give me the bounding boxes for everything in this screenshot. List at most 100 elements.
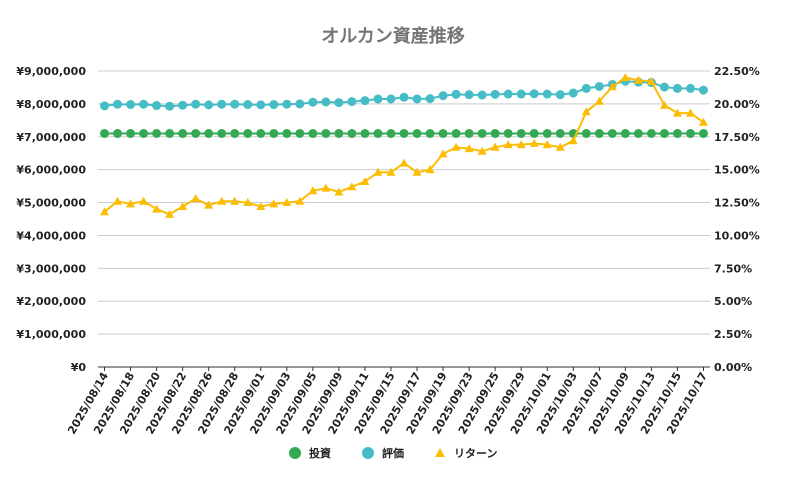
data-point: [490, 142, 500, 151]
data-point: [464, 128, 474, 138]
data-point: [516, 128, 526, 138]
data-point: [347, 182, 357, 191]
y-left-tick-label: ¥6,000,000: [16, 164, 86, 177]
data-point: [282, 99, 292, 109]
data-point: [607, 82, 617, 91]
data-point: [347, 97, 357, 107]
data-point: [191, 99, 201, 109]
data-point: [412, 128, 422, 138]
data-point: [672, 83, 682, 93]
data-point: [542, 140, 552, 149]
chart-title: オルカン資産推移: [321, 25, 464, 47]
data-point: [165, 128, 175, 138]
data-point: [451, 89, 461, 99]
data-point: [659, 100, 669, 109]
data-point: [126, 199, 136, 208]
data-point: [451, 128, 461, 138]
y-right-tick-label: 20.00%: [714, 98, 760, 111]
y-left-tick-label: ¥4,000,000: [16, 229, 86, 242]
data-point: [321, 128, 331, 138]
data-point: [438, 128, 448, 138]
data-point: [503, 128, 513, 138]
data-point: [100, 207, 110, 216]
data-point: [477, 90, 487, 100]
data-point: [581, 107, 591, 116]
data-point: [529, 89, 539, 99]
data-point: [659, 128, 669, 138]
data-point: [178, 100, 188, 110]
data-point: [243, 128, 253, 138]
data-point: [529, 128, 539, 138]
data-point: [386, 128, 396, 138]
legend[interactable]: 投資 評価 リターン: [289, 446, 497, 460]
data-point: [685, 108, 695, 117]
data-point: [386, 167, 396, 176]
data-point: [425, 165, 435, 174]
data-point: [308, 128, 318, 138]
data-point: [542, 89, 552, 99]
y-left-tick-label: ¥2,000,000: [16, 295, 86, 308]
legend-item[interactable]: 評価: [362, 446, 404, 460]
data-point: [334, 128, 344, 138]
data-point: [594, 81, 604, 91]
data-point: [477, 128, 487, 138]
data-point: [282, 198, 292, 207]
y-left-tick-label: ¥5,000,000: [16, 197, 86, 210]
data-point: [334, 187, 344, 196]
data-point: [308, 186, 318, 195]
data-point: [412, 167, 422, 176]
y-left-tick-label: ¥8,000,000: [16, 98, 86, 111]
data-point: [464, 144, 474, 153]
data-point: [672, 128, 682, 138]
legend-label: リターン: [454, 447, 497, 460]
data-point: [425, 94, 435, 104]
data-point: [698, 117, 708, 126]
data-point: [347, 128, 357, 138]
legend-marker: [362, 447, 374, 459]
data-point: [204, 200, 214, 209]
data-point: [581, 128, 591, 138]
data-point: [217, 128, 227, 138]
y-axis-left: ¥0 ¥1,000,000 ¥2,000,000 ¥3,000,000 ¥4,000,0…: [16, 65, 86, 374]
data-point: [256, 128, 266, 138]
y-right-tick-label: 2.50%: [714, 328, 752, 341]
data-point: [243, 198, 253, 207]
data-point: [282, 128, 292, 138]
data-point: [295, 128, 305, 138]
legend-item[interactable]: リターン: [435, 447, 497, 460]
data-point: [698, 85, 708, 95]
data-point: [243, 100, 253, 110]
data-point: [516, 140, 526, 149]
data-point: [451, 142, 461, 151]
series-2: [100, 73, 708, 218]
data-point: [685, 128, 695, 138]
data-point: [412, 94, 422, 104]
y-right-tick-label: 7.50%: [714, 262, 752, 275]
data-point: [269, 199, 279, 208]
data-point: [256, 202, 266, 211]
data-point: [230, 128, 240, 138]
y-right-tick-label: 15.00%: [714, 164, 760, 177]
data-point: [191, 194, 201, 203]
y-right-tick-label: 5.00%: [714, 295, 752, 308]
data-point: [503, 140, 513, 149]
legend-item[interactable]: 投資: [289, 446, 331, 460]
data-point: [321, 183, 331, 192]
legend-label: 投資: [309, 446, 331, 460]
data-point: [373, 94, 383, 104]
data-point: [386, 94, 396, 104]
data-point: [464, 90, 474, 100]
legend-marker: [435, 448, 445, 457]
data-point: [152, 128, 162, 138]
data-point: [295, 196, 305, 205]
data-point: [373, 128, 383, 138]
y-right-tick-label: 12.50%: [714, 197, 760, 210]
data-point: [373, 167, 383, 176]
data-point: [438, 91, 448, 101]
y-left-tick-label: ¥3,000,000: [16, 262, 86, 275]
data-point: [672, 108, 682, 117]
data-point: [425, 128, 435, 138]
data-point: [594, 128, 604, 138]
data-point: [139, 196, 149, 205]
